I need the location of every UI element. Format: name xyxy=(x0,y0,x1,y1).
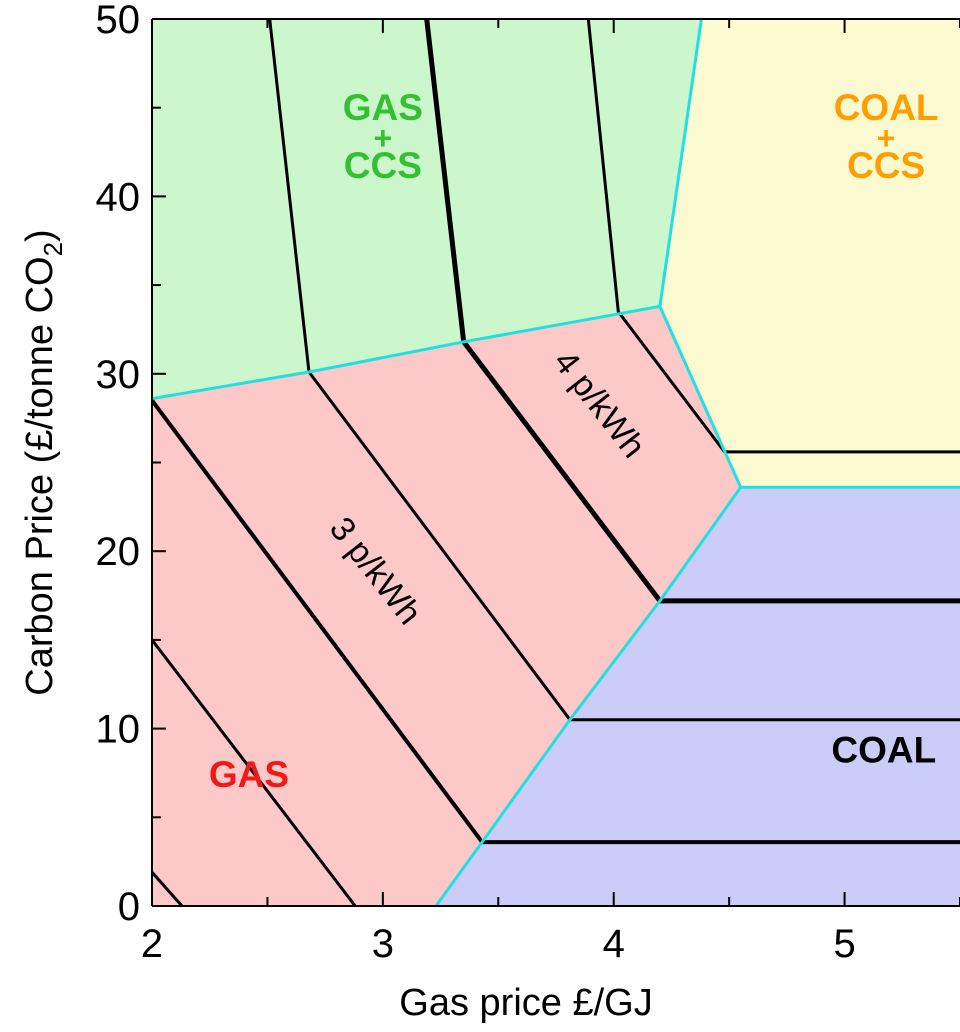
x-tick-label: 2 xyxy=(141,922,163,966)
coal-ccs-region-label-line: CCS xyxy=(847,145,925,186)
y-tick-label: 0 xyxy=(118,885,140,929)
x-axis-title: Gas price £/GJ xyxy=(399,982,652,1024)
contour-line-5 xyxy=(424,19,960,604)
coal-region-label: COAL xyxy=(831,729,936,770)
region-boundary-3 xyxy=(658,305,743,488)
contour-line-4 xyxy=(268,19,960,722)
contour-line-1 xyxy=(152,871,184,906)
gas-ccs-region-label: GAS + CCS xyxy=(343,87,423,186)
y-tick-label: 10 xyxy=(96,708,141,752)
coal-ccs-region-label-line: + xyxy=(877,120,896,156)
contour-line-2 xyxy=(152,638,357,906)
contour-lines xyxy=(152,19,960,906)
x-tick-label: 3 xyxy=(372,922,394,966)
region-boundary-4 xyxy=(658,19,703,307)
y-axis-title: Carbon Price (£/tonne CO2) xyxy=(19,229,68,695)
y-axis-title-main: Carbon Price (£/tonne CO xyxy=(19,256,61,695)
gas-ccs-region-label-line: + xyxy=(374,120,393,156)
coal-ccs-region-label-line: COAL xyxy=(834,87,939,128)
gas-ccs-region-label-line: CCS xyxy=(344,145,422,186)
regions xyxy=(152,19,960,906)
gas-region-label: GAS xyxy=(209,754,289,795)
y-axis-title-subscript: 2 xyxy=(38,242,68,256)
region-boundary-1 xyxy=(152,304,661,401)
x-tick-label: 5 xyxy=(833,922,855,966)
region-boundary-2 xyxy=(434,485,960,906)
coal-ccs-region-label: COAL + CCS xyxy=(834,87,939,186)
y-axis-title-close: ) xyxy=(19,229,61,242)
contour-line-6 xyxy=(586,19,960,454)
y-tick-label: 20 xyxy=(96,530,141,574)
y-tick-label: 40 xyxy=(96,175,141,219)
y-tick-label: 30 xyxy=(96,353,141,397)
gas-ccs-region-label-line: GAS xyxy=(343,87,423,128)
x-tick-label: 4 xyxy=(603,922,625,966)
y-tick-label: 50 xyxy=(96,0,141,42)
region-boundaries xyxy=(152,19,960,906)
